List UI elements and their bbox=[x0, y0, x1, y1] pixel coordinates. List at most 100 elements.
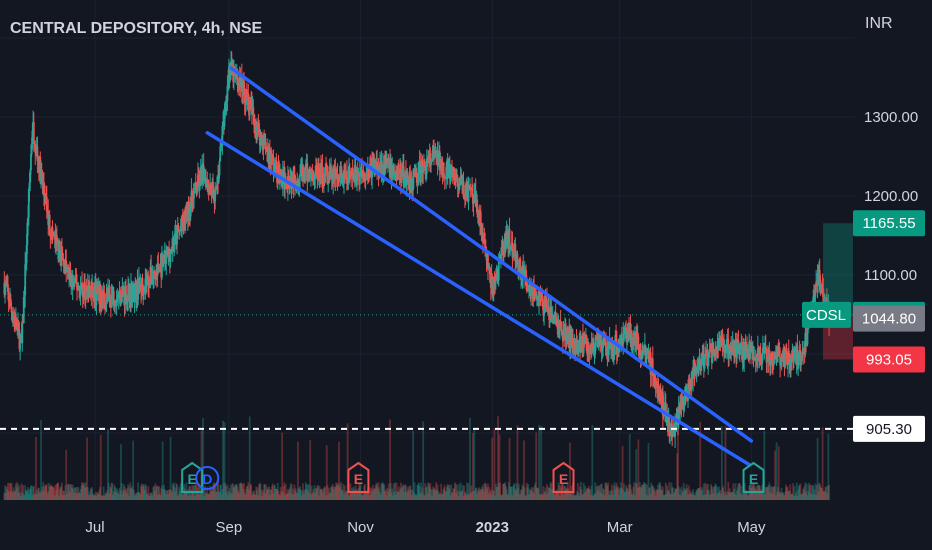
volume-bar bbox=[223, 422, 226, 500]
candle-body bbox=[402, 166, 405, 187]
earnings-marker[interactable]: E bbox=[742, 461, 765, 493]
volume-bar bbox=[267, 487, 270, 500]
price-tag[interactable]: 905.30 bbox=[853, 415, 925, 442]
candle-body bbox=[176, 227, 179, 231]
volume-bar bbox=[250, 495, 253, 500]
volume-bar bbox=[738, 482, 741, 500]
earnings-marker[interactable]: E bbox=[347, 461, 370, 493]
volume-bar bbox=[277, 490, 280, 500]
volume-bar bbox=[765, 486, 768, 500]
volume-bar bbox=[687, 494, 689, 500]
volume-bar bbox=[441, 494, 444, 500]
candle-body bbox=[395, 170, 398, 177]
candle-body bbox=[315, 165, 318, 175]
candle-body bbox=[26, 222, 29, 245]
volume-bar bbox=[11, 490, 14, 500]
candle-body bbox=[349, 172, 352, 175]
volume-bar bbox=[504, 482, 507, 500]
volume-bar bbox=[6, 488, 9, 500]
candle-body bbox=[750, 343, 753, 350]
volume-bar bbox=[492, 490, 495, 500]
candle-body bbox=[728, 348, 730, 359]
volume-bar bbox=[492, 490, 494, 500]
candle-body bbox=[431, 150, 434, 161]
price-tag[interactable]: 1165.55 bbox=[853, 210, 925, 237]
candle-body bbox=[780, 357, 783, 363]
volume-bar bbox=[729, 492, 732, 500]
volume-bar bbox=[381, 482, 384, 500]
volume-bar bbox=[459, 482, 462, 500]
volume-bar bbox=[4, 485, 6, 500]
volume-bar bbox=[697, 487, 700, 500]
volume-bar bbox=[178, 487, 181, 500]
volume-bar bbox=[140, 483, 143, 500]
volume-bar bbox=[775, 442, 778, 500]
volume-bar bbox=[104, 494, 106, 500]
candle-body bbox=[181, 215, 184, 223]
candle-body bbox=[525, 286, 528, 291]
volume-bar bbox=[576, 490, 579, 500]
trendline-lower[interactable] bbox=[205, 131, 751, 467]
volume-bar bbox=[50, 485, 53, 500]
volume-bar bbox=[736, 490, 738, 500]
earnings-marker[interactable]: E bbox=[181, 461, 204, 493]
volume-bar bbox=[329, 492, 332, 500]
volume-bar bbox=[538, 425, 540, 500]
candle-body bbox=[137, 292, 140, 300]
candle-body bbox=[689, 384, 692, 389]
volume-bar bbox=[291, 494, 294, 500]
volume-bar bbox=[473, 429, 476, 500]
volume-bar bbox=[226, 484, 229, 500]
trendline-upper[interactable] bbox=[229, 66, 754, 443]
candle-body bbox=[611, 346, 614, 360]
symbol-tag[interactable]: CDSL bbox=[802, 301, 851, 328]
volume-bar bbox=[172, 485, 175, 500]
volume-bar bbox=[741, 492, 744, 500]
volume-bar bbox=[623, 491, 626, 500]
volume-bar bbox=[548, 487, 551, 500]
volume-bar bbox=[612, 494, 615, 500]
volume-bar bbox=[316, 485, 319, 500]
volume-bar bbox=[389, 482, 392, 500]
volume-bar bbox=[452, 488, 455, 500]
volume-bar bbox=[228, 487, 231, 500]
volume-bar bbox=[328, 492, 331, 500]
candle-body bbox=[117, 291, 120, 298]
candle-body bbox=[554, 312, 557, 318]
price-tag[interactable]: 993.05 bbox=[853, 346, 925, 373]
volume-bar bbox=[818, 483, 820, 500]
candle-body bbox=[488, 266, 491, 269]
volume-bar bbox=[141, 486, 144, 500]
candle-body bbox=[206, 180, 209, 183]
volume-bar bbox=[60, 482, 63, 500]
volume-bar bbox=[618, 495, 620, 500]
volume-bar bbox=[535, 487, 538, 500]
price-tag[interactable]: 1044.80 bbox=[853, 305, 925, 332]
dividend-marker[interactable]: D bbox=[195, 466, 220, 490]
volume-bar bbox=[10, 483, 13, 500]
volume-bar bbox=[609, 495, 612, 500]
candle-body bbox=[406, 171, 409, 178]
volume-bar bbox=[756, 492, 759, 500]
volume-bar bbox=[745, 491, 748, 500]
candle-body bbox=[590, 344, 593, 355]
volume-bar bbox=[72, 488, 75, 500]
volume-bar bbox=[78, 493, 81, 500]
volume-bar bbox=[478, 487, 481, 500]
volume-bar bbox=[425, 486, 428, 500]
candle-body bbox=[514, 243, 517, 261]
volume-bar bbox=[646, 484, 648, 500]
volume-bar bbox=[718, 491, 721, 500]
volume-bar bbox=[233, 487, 235, 500]
candle-body bbox=[157, 264, 160, 273]
earnings-marker[interactable]: E bbox=[552, 461, 575, 493]
candle-body bbox=[602, 338, 605, 349]
volume-bar bbox=[761, 490, 764, 500]
candle-body bbox=[23, 295, 26, 298]
dividend-icon bbox=[195, 466, 220, 490]
candle-body bbox=[84, 285, 87, 301]
candle-body bbox=[119, 289, 122, 305]
candle-body bbox=[89, 293, 92, 295]
